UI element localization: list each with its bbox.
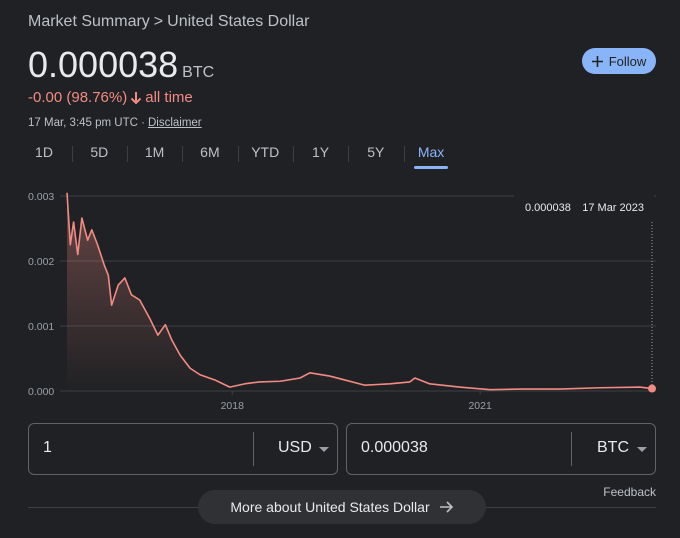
chart: 0.000 0.001 0.002 0.003 2018 2021 0.000038 17 M… (28, 191, 656, 412)
change-text: -0.00 (98.76%) (28, 89, 128, 106)
line (66, 192, 653, 391)
range-tab[interactable]: 1D (35, 144, 53, 160)
range-tab[interactable]: 5D (90, 144, 109, 160)
x-tick-label: 2018 (221, 400, 245, 412)
timestamp: 17 Mar, 3:45 pm UTC · Disclaimer (28, 117, 202, 129)
dropdown-arrow (637, 447, 647, 452)
feedback-link[interactable]: Feedback (603, 485, 656, 499)
range-tab[interactable]: 6M (200, 144, 220, 160)
price: 0.000038 BTC (28, 44, 214, 86)
range-tab[interactable]: 1M (144, 144, 165, 160)
to-box[interactable]: 0.000038 BTC (346, 423, 656, 475)
breadcrumb: Market Summary > United States Dollar (28, 13, 313, 31)
plus-icon (591, 55, 603, 67)
tab-separator (127, 146, 128, 162)
y-tick-label: 0.001 (28, 321, 54, 333)
tab-separator (292, 146, 294, 162)
more-label: More about United States Dollar (230, 499, 430, 515)
range-tab[interactable]: 1Y (311, 144, 330, 160)
tooltip-value: 0.000038 (525, 202, 571, 214)
follow-button[interactable]: Follow (582, 48, 656, 74)
area (67, 192, 652, 391)
price-unit: BTC (182, 64, 215, 81)
follow-label: Follow (608, 53, 647, 69)
more-button[interactable]: More about United States Dollar (198, 490, 486, 524)
divider (253, 432, 254, 466)
range-tab[interactable]: YTD (251, 144, 280, 160)
timestamp-text: 17 Mar, 3:45 pm UTC · (28, 117, 145, 129)
from-amount[interactable]: 1 (43, 439, 52, 456)
breadcrumb-root[interactable]: Market Summary (28, 13, 150, 30)
tab-separator (71, 146, 73, 162)
tooltip-date: 17 Mar 2023 (582, 202, 644, 214)
y-tick-label: 0.002 (28, 256, 54, 268)
y-tick-label: 0.003 (28, 191, 54, 203)
dropdown-arrow (319, 447, 329, 452)
x-tick-label: 2021 (468, 400, 492, 412)
tooltip (514, 192, 654, 222)
disclaimer-link[interactable]: Disclaimer (147, 117, 202, 129)
price-value: 0.000038 (28, 44, 179, 85)
to-currency[interactable]: BTC (597, 439, 629, 456)
breadcrumb-current: United States Dollar (167, 13, 310, 30)
from-currency[interactable]: USD (278, 439, 312, 456)
breadcrumb-separator: > (153, 13, 164, 30)
from-box[interactable]: 1 USD (28, 423, 338, 475)
tab-separator (182, 146, 184, 162)
to-amount[interactable]: 0.000038 (361, 439, 428, 456)
change-period: all time (145, 89, 193, 106)
divider (571, 432, 572, 466)
tab-separator (403, 146, 405, 162)
down-arrow (131, 91, 142, 104)
end-point (648, 384, 656, 393)
arrow-icon (439, 501, 453, 513)
change: -0.00 (98.76%) all time (28, 89, 193, 106)
range-tab[interactable]: Max (406, 144, 456, 169)
y-tick-label: 0.000 (28, 386, 54, 398)
range-tab[interactable]: 5Y (367, 144, 385, 160)
tab-separator (348, 146, 350, 162)
tab-separator (237, 146, 239, 162)
